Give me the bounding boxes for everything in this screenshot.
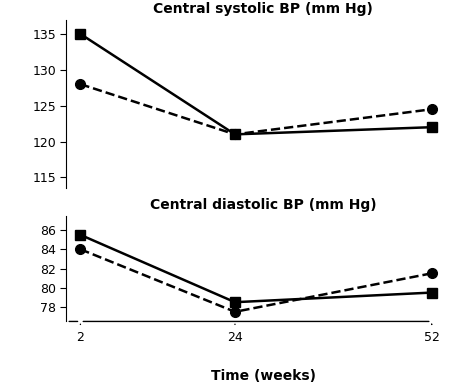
Title: Central systolic BP (mm Hg): Central systolic BP (mm Hg) bbox=[153, 2, 373, 16]
Title: Central diastolic BP (mm Hg): Central diastolic BP (mm Hg) bbox=[150, 198, 376, 212]
Text: Time (weeks): Time (weeks) bbox=[210, 369, 316, 383]
